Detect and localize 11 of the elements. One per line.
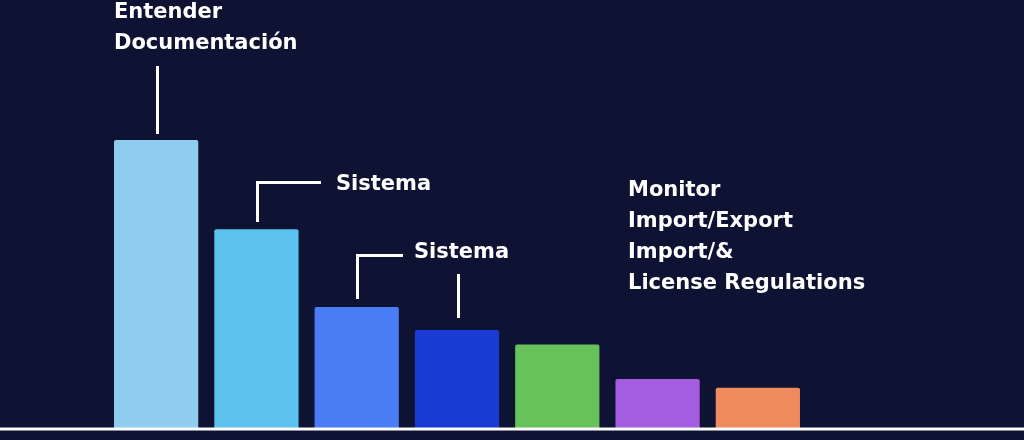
bar <box>114 140 199 428</box>
bar <box>715 387 800 428</box>
bar <box>515 344 600 428</box>
annotation: Sistema <box>414 238 510 265</box>
bar <box>214 229 299 428</box>
annotation: Sistema <box>336 170 432 197</box>
annotation: Monitor Import/Export Import/& License Regulations <box>628 176 866 296</box>
bar <box>314 307 399 428</box>
text: Entender Documentación <box>114 0 298 56</box>
bar <box>615 379 700 428</box>
bar <box>414 330 500 428</box>
